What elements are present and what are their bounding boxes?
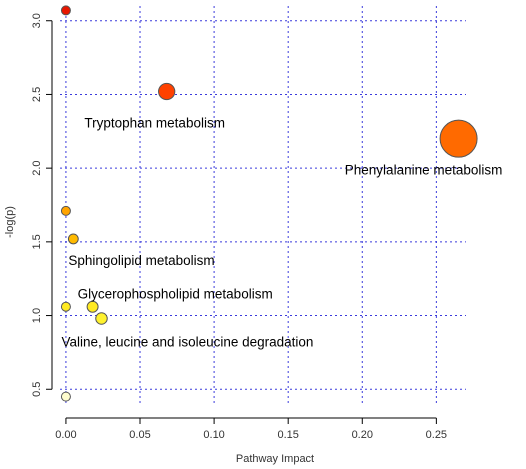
data-point-0 <box>60 5 71 16</box>
x-tick-label-5: 0.25 <box>426 429 447 441</box>
y-tick-label-4: 2.5 <box>31 87 43 102</box>
point-annotations: Tryptophan metabolism Phenylalanine metab… <box>61 115 502 349</box>
grid-lines <box>60 6 466 404</box>
x-tick-label-1: 0.05 <box>129 429 150 441</box>
data-point-6 <box>86 300 99 313</box>
point-label-1: Tryptophan metabolism <box>84 115 225 130</box>
x-tick-label-0: 0.00 <box>55 429 76 441</box>
y-tick-label-5: 3.0 <box>31 13 43 28</box>
x-tick-label-4: 0.20 <box>352 429 373 441</box>
x-tick-label-2: 0.10 <box>203 429 224 441</box>
x-axis-ticks: 0.00 0.05 0.10 0.15 0.20 0.25 <box>55 418 447 441</box>
y-tick-label-2: 1.5 <box>31 234 43 249</box>
data-point-8 <box>60 391 71 402</box>
y-tick-label-0: 0.5 <box>31 382 43 397</box>
point-label-2: Phenylalanine metabolism <box>345 163 503 178</box>
y-axis-title: -log(p) <box>4 206 16 238</box>
x-tick-label-3: 0.15 <box>277 429 298 441</box>
data-point-7 <box>95 312 108 325</box>
data-point-5 <box>60 301 71 312</box>
data-point-4 <box>67 233 79 245</box>
x-axis-title: Pathway Impact <box>236 453 314 465</box>
data-point-2 <box>439 119 478 158</box>
y-axis-ticks: 0.5 1.0 1.5 2.0 2.5 3.0 <box>31 13 52 397</box>
data-point-1 <box>158 82 176 101</box>
data-points <box>60 5 478 402</box>
y-tick-label-3: 2.0 <box>31 160 43 175</box>
point-label-6: Glycerophospholipid metabolism <box>78 287 273 302</box>
point-label-4: Sphingolipid metabolism <box>68 253 214 268</box>
y-tick-label-1: 1.0 <box>31 308 43 323</box>
point-label-7: Valine, leucine and isoleucine degradati… <box>61 335 313 350</box>
data-point-3 <box>60 205 71 216</box>
